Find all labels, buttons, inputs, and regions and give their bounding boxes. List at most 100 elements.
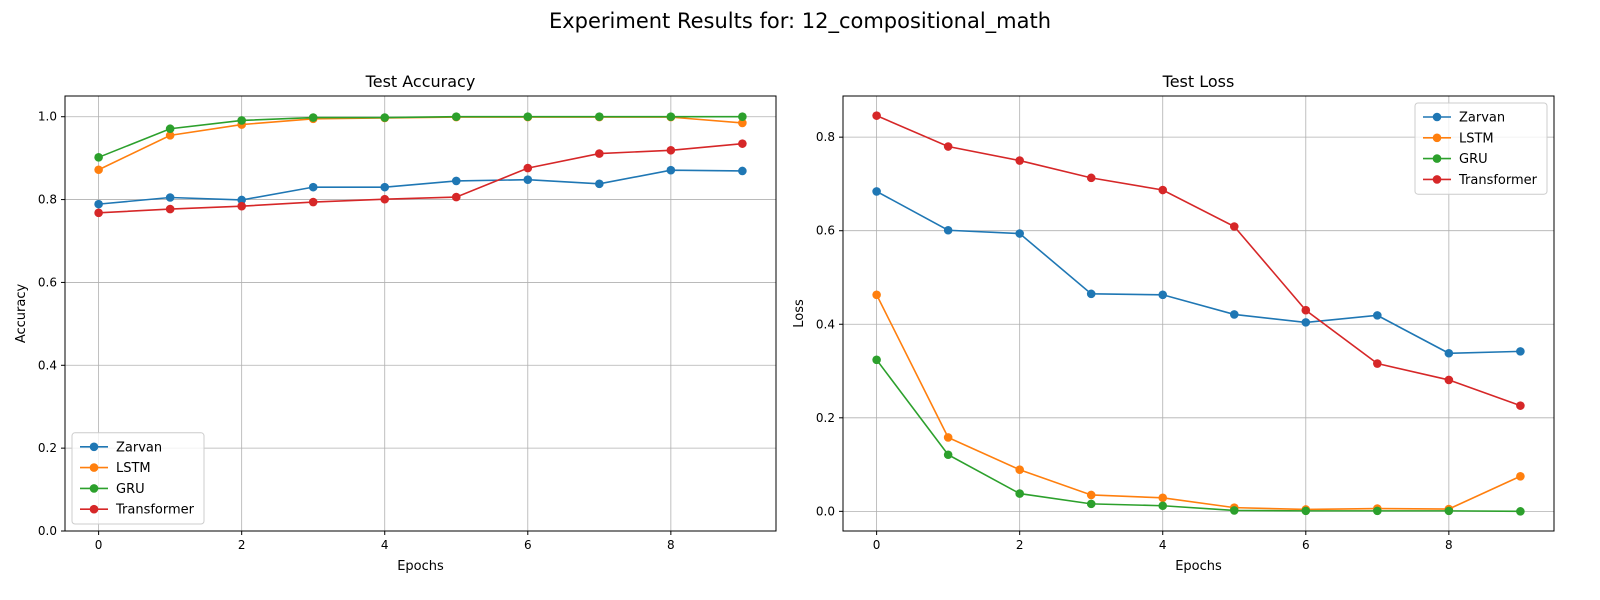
accuracy-line-zarvan (98, 169, 743, 205)
loss-y-tick-label: 0.2 (816, 411, 835, 425)
loss-x-tick-label: 2 (1016, 538, 1024, 552)
loss-point-lstm (1158, 493, 1168, 503)
loss-point-lstm (943, 433, 953, 442)
loss-point-gru (872, 355, 881, 365)
loss-point-zarvan (1373, 311, 1382, 320)
loss-point-gru (1229, 506, 1239, 515)
loss-series-zarvan (872, 187, 1525, 358)
accuracy-point-zarvan (738, 166, 747, 176)
accuracy-x-tick-label: 2 (238, 538, 246, 552)
accuracy-point-transformer (308, 197, 318, 207)
loss-legend-swatch-marker (1432, 175, 1442, 184)
loss-line-gru (875, 359, 1521, 513)
loss-legend-label: Zarvan (1459, 111, 1505, 126)
figure-suptitle: Experiment Results for: 12_compositional… (549, 9, 1051, 34)
accuracy-point-transformer (451, 192, 461, 202)
accuracy-x-tick-label: 0 (95, 538, 103, 552)
accuracy-point-lstm (738, 118, 747, 128)
accuracy-legend-entry-zarvan: Zarvan (80, 440, 162, 455)
loss-point-gru (1301, 506, 1311, 516)
accuracy-point-zarvan (666, 165, 676, 175)
accuracy-point-lstm (94, 165, 103, 175)
loss-axes-frame (842, 95, 1555, 532)
accuracy-point-lstm (165, 131, 175, 140)
loss-legend-entry-gru: GRU (1423, 152, 1488, 167)
loss-point-transformer (1301, 305, 1311, 315)
loss-point-zarvan (1229, 310, 1239, 319)
accuracy-point-zarvan (451, 176, 461, 186)
loss-point-transformer (1516, 401, 1525, 410)
loss-legend-entry-transformer: Transformer (1423, 173, 1538, 188)
loss-point-transformer (1158, 185, 1168, 195)
accuracy-point-gru (380, 113, 390, 122)
accuracy-point-zarvan (94, 199, 103, 209)
loss-x-tick-label: 8 (1445, 538, 1453, 552)
loss-point-zarvan (943, 225, 953, 235)
accuracy-point-transformer (666, 145, 676, 155)
loss-point-lstm (1015, 465, 1024, 475)
loss-legend-swatch-marker (1432, 112, 1442, 122)
loss-y-tick-label: 0.6 (816, 224, 835, 238)
accuracy-legend-swatch-marker (89, 484, 99, 493)
accuracy-legend-box (71, 432, 205, 525)
accuracy-point-transformer (380, 194, 390, 204)
accuracy-point-transformer (94, 208, 103, 218)
accuracy-point-zarvan (380, 182, 390, 192)
loss-legend-swatch-marker (1432, 133, 1442, 143)
accuracy-point-zarvan (308, 182, 318, 192)
loss-panel: 0 2 4 6 8 0.0 0.2 0.4 0.6 0.8 Test Loss Epochs Loss Z… (792, 72, 1555, 574)
loss-y-tick-label: 0.8 (816, 130, 835, 144)
loss-point-zarvan (1444, 348, 1454, 358)
loss-y-axis-label: Loss (792, 299, 807, 328)
loss-legend: Zarvan LSTM GRU Transformer (1414, 102, 1548, 195)
accuracy-legend-entry-lstm: LSTM (80, 461, 151, 476)
loss-point-zarvan (872, 187, 881, 196)
accuracy-legend-swatch-marker (89, 504, 99, 514)
accuracy-x-tick-label: 4 (381, 538, 389, 552)
accuracy-legend: Zarvan LSTM GRU Transformer (71, 432, 205, 525)
loss-point-gru (1015, 489, 1024, 498)
loss-point-transformer (872, 111, 881, 120)
accuracy-series-gru (94, 112, 747, 162)
loss-point-transformer (1015, 156, 1024, 165)
loss-point-gru (1086, 499, 1096, 509)
loss-legend-label: LSTM (1459, 131, 1494, 146)
accuracy-point-gru (595, 112, 604, 122)
accuracy-line-gru (98, 115, 743, 159)
accuracy-point-gru (738, 112, 747, 122)
accuracy-series-lstm (94, 112, 747, 175)
accuracy-point-gru (165, 124, 175, 134)
accuracy-y-tick-label: 0.4 (38, 358, 57, 372)
accuracy-point-zarvan (595, 179, 604, 189)
loss-line-transformer (876, 114, 1521, 407)
accuracy-y-axis-label: Accuracy (14, 284, 29, 344)
accuracy-point-transformer (523, 163, 533, 173)
accuracy-legend-entry-transformer: Transformer (80, 503, 195, 518)
loss-point-transformer (1373, 359, 1382, 368)
loss-point-zarvan (1301, 318, 1311, 327)
accuracy-legend-label: Transformer (115, 503, 195, 518)
loss-x-tick-label: 4 (1159, 538, 1167, 552)
loss-point-lstm (1516, 471, 1525, 481)
accuracy-line-lstm (98, 116, 743, 171)
accuracy-y-tick-label: 0.6 (38, 275, 57, 289)
accuracy-point-gru (308, 113, 318, 122)
loss-point-zarvan (1516, 347, 1525, 356)
loss-point-zarvan (1158, 290, 1168, 300)
accuracy-point-zarvan (165, 193, 175, 202)
accuracy-point-transformer (595, 149, 604, 158)
loss-point-lstm (872, 290, 881, 300)
loss-series-transformer (872, 111, 1525, 410)
accuracy-axes-frame (64, 95, 777, 532)
loss-x-tick-label: 0 (873, 538, 881, 552)
accuracy-point-zarvan (523, 175, 533, 184)
accuracy-point-transformer (165, 204, 175, 214)
accuracy-point-gru (666, 112, 676, 122)
loss-point-transformer (1444, 375, 1454, 385)
accuracy-point-gru (94, 153, 103, 162)
loss-line-lstm (875, 294, 1521, 511)
loss-point-zarvan (1086, 289, 1096, 299)
accuracy-point-gru (451, 112, 461, 122)
loss-x-tick-label: 6 (1302, 538, 1310, 552)
